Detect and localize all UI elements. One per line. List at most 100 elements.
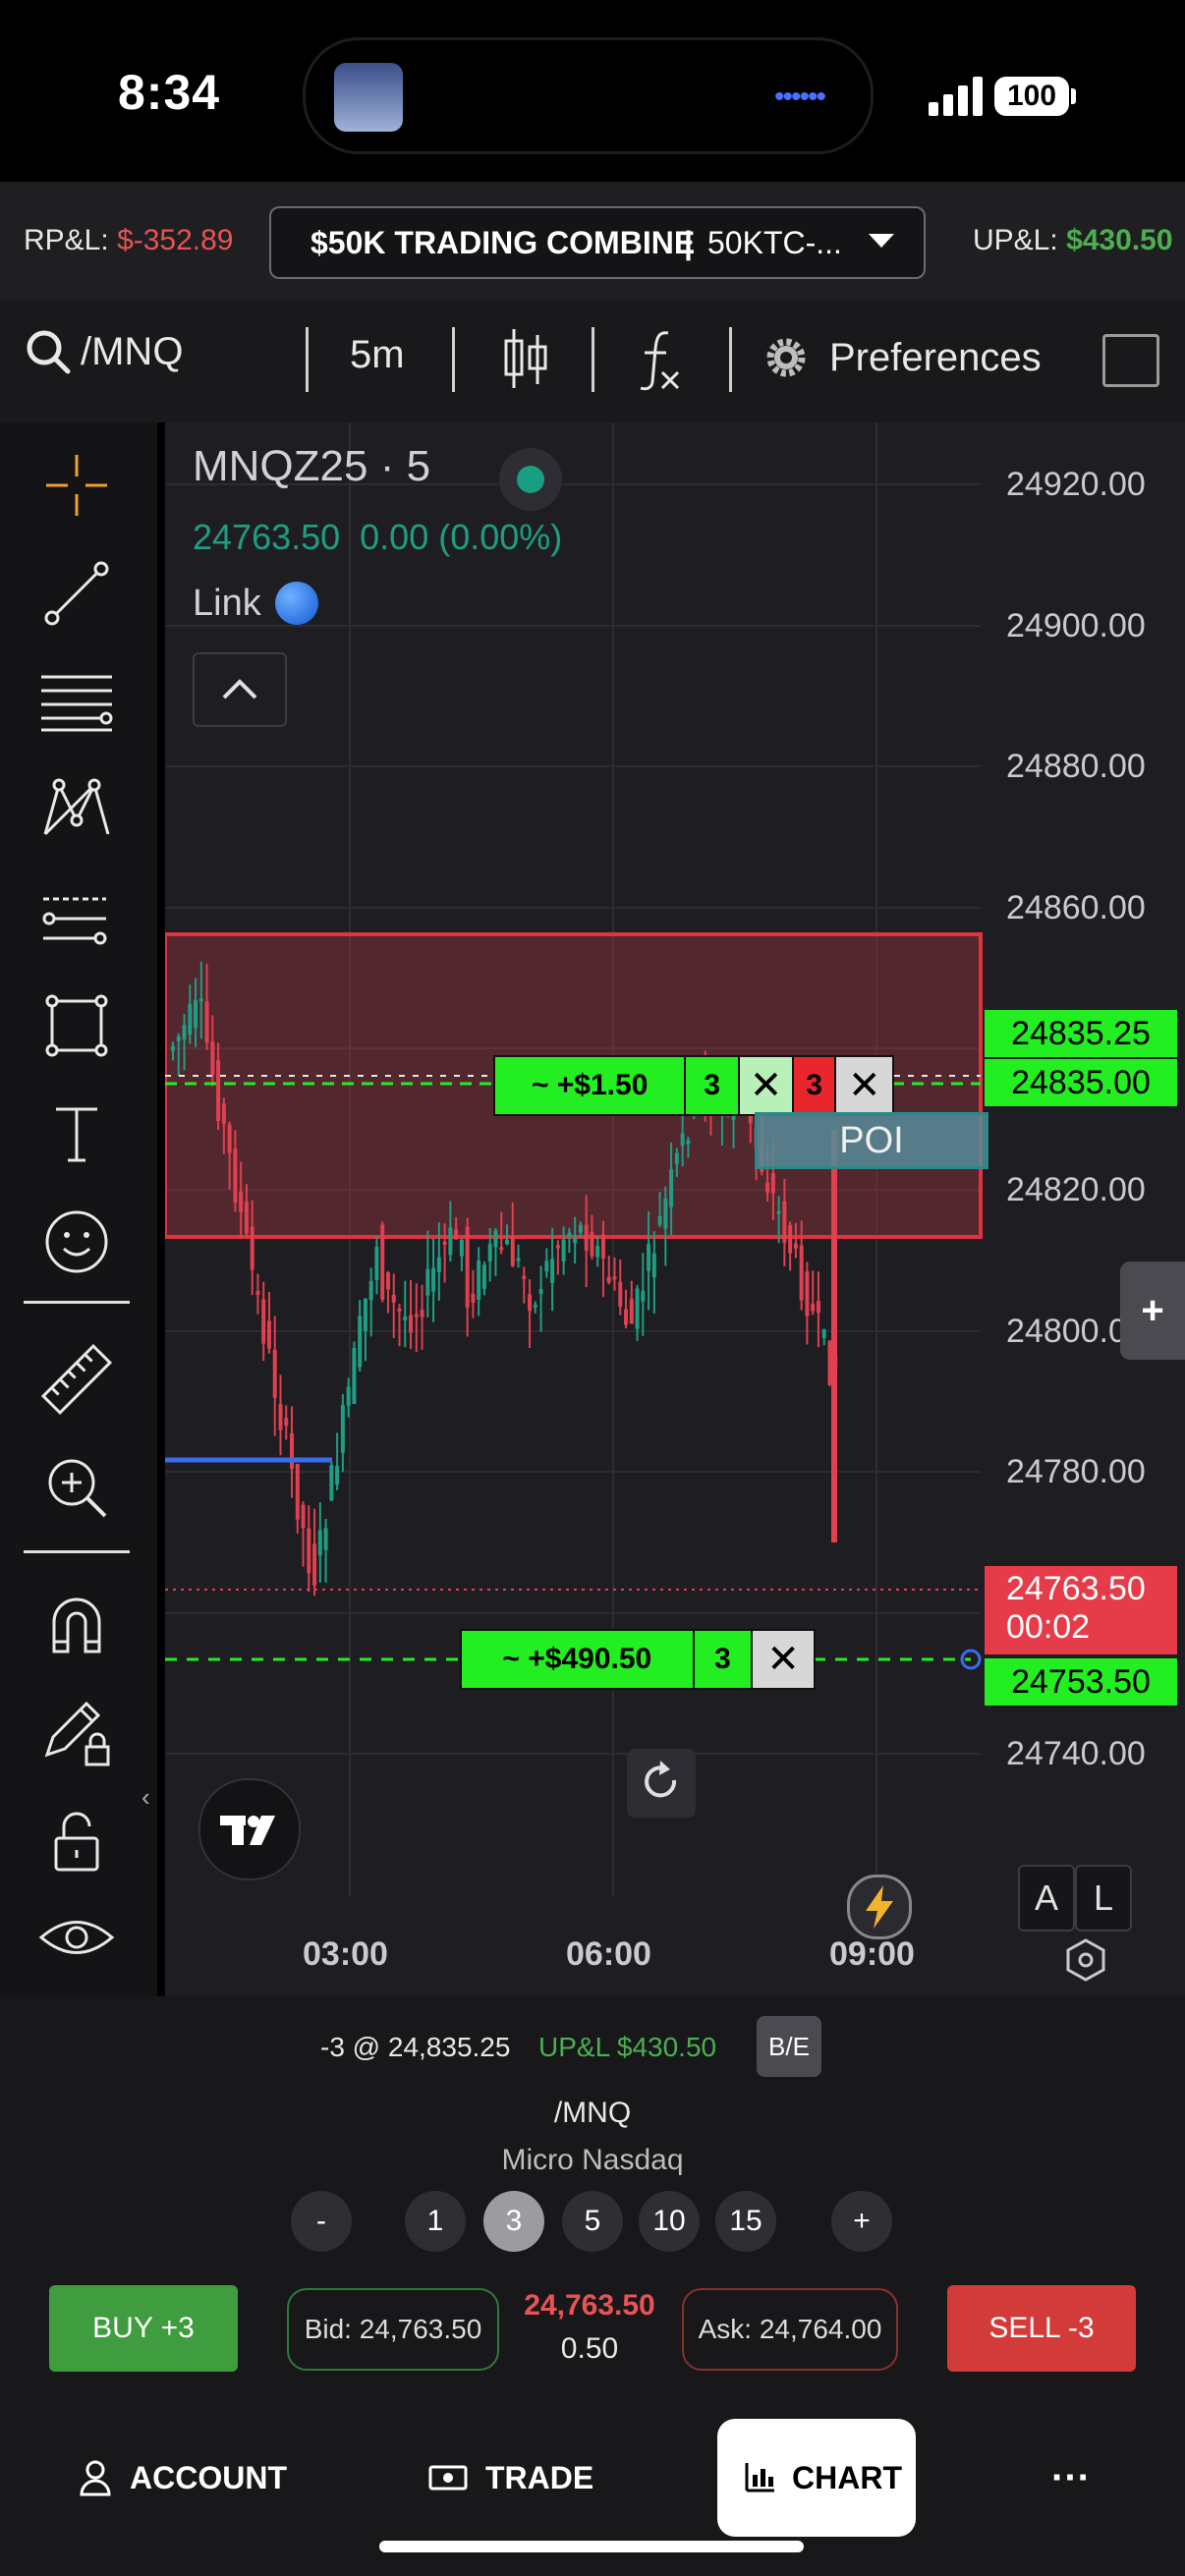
ask-button[interactable]: Ask: 24,764.00 [682,2288,898,2371]
entry-price-tag: 24835.25 [985,1010,1177,1057]
price-chart[interactable]: MNQZ25 · 5 24763.50 0.00 (0.00%) Link ~ … [165,422,1185,1996]
price-axis-label: 24740.00 [1006,1735,1146,1772]
candle-body [510,1236,515,1266]
candle-body [255,1291,260,1295]
candle-body [550,1259,555,1284]
quantity-option-selected[interactable]: 3 [483,2191,544,2252]
candle-body [352,1348,357,1405]
quantity-option[interactable]: 5 [562,2191,623,2252]
price-axis-label: 24780.00 [1006,1453,1146,1490]
search-icon [27,330,71,374]
interval-button[interactable]: 5m [350,333,405,376]
time-axis-label: 09:00 [829,1935,915,1973]
magnet-icon[interactable] [29,1578,124,1672]
lightning-icon[interactable] [847,1875,912,1939]
nav-trade[interactable]: TRADE [428,2427,593,2529]
reset-chart-button[interactable] [627,1749,696,1818]
stop-price-tag: 24835.00 [985,1059,1177,1106]
tools-divider [24,1550,130,1553]
candles-icon[interactable] [501,327,550,390]
breakeven-button[interactable]: B/E [757,2016,821,2077]
candle-body [301,1504,306,1529]
text-tool-icon[interactable] [29,1087,124,1181]
candle-body [227,1124,232,1153]
visibility-eye-icon[interactable] [29,1890,124,1985]
collapse-legend-button[interactable] [193,652,287,727]
buy-button[interactable]: BUY +3 [49,2285,238,2372]
candle-body [477,1260,481,1300]
sell-button[interactable]: SELL -3 [947,2285,1136,2372]
bar-countdown: 00:02 [1006,1608,1091,1646]
stop-order-line[interactable]: ~ +$1.50 3 ✕ 3 ✕ [493,1055,894,1116]
unlock-icon[interactable] [29,1794,124,1888]
candle-body [194,999,198,1029]
nav-trade-label: TRADE [485,2459,594,2495]
lock-drawing-icon[interactable] [29,1686,124,1780]
fib-tool-icon[interactable] [29,654,124,749]
candle-body [368,1280,373,1301]
gear-icon [766,338,806,377]
close-position-icon[interactable]: ✕ [836,1057,892,1114]
candle-body [555,1245,560,1249]
candle-body [805,1271,810,1316]
account-separator: | [684,225,693,260]
candle-body [493,1230,498,1248]
candle-body [397,1308,402,1312]
rpl-value: $-352.89 [117,224,234,256]
quantity-option[interactable]: 15 [715,2191,776,2252]
poi-label[interactable]: POI [755,1112,988,1169]
candle-body [391,1294,396,1303]
quantity-decrement-button[interactable]: - [291,2191,352,2252]
candle-body [788,1225,793,1254]
candle-body [420,1310,424,1317]
quantity-option[interactable]: 10 [639,2191,700,2252]
fullscreen-toggle[interactable] [1102,334,1159,387]
add-order-button[interactable]: + [1120,1261,1185,1360]
crosshair-tool-icon[interactable] [29,438,124,532]
ruler-tool-icon[interactable] [29,1332,124,1427]
candle-body [765,1182,770,1193]
bid-button[interactable]: Bid: 24,763.50 [287,2288,499,2371]
trend-line-tool-icon[interactable] [29,546,124,641]
candle-body [663,1198,668,1229]
link-indicator[interactable]: Link [193,582,318,625]
rectangle-tool-icon[interactable] [29,979,124,1073]
pattern-tool-icon[interactable] [29,762,124,857]
candle-body [176,1036,181,1042]
candle-body [210,1041,215,1076]
target-order-line[interactable]: ~ +$490.50 3 ✕ [460,1629,816,1690]
candle-body [233,1148,238,1204]
account-selector[interactable]: $50K TRADING COMBINE | 50KTC-... [269,206,926,279]
emoji-tool-icon[interactable] [29,1195,124,1289]
last-price-change: 24763.50 0.00 (0.00%) [193,517,563,557]
auto-scale-button[interactable]: A [1018,1865,1075,1932]
cancel-target-icon[interactable]: ✕ [753,1631,814,1688]
zoom-in-icon[interactable] [29,1440,124,1535]
nav-account[interactable]: ACCOUNT [79,2427,287,2529]
quantity-option[interactable]: 1 [405,2191,466,2252]
cash-icon [428,2465,468,2491]
bid-ask-spread: 0.50 [560,2332,619,2365]
preferences-button[interactable]: Preferences [761,332,1042,383]
quantity-increment-button[interactable]: + [831,2191,892,2252]
target-order-qty: 3 [694,1631,754,1688]
candle-body [567,1232,572,1238]
candle-body [221,1103,226,1124]
candle-body [641,1290,646,1302]
upl-label: UP&L: [973,224,1058,256]
candle-body [647,1244,651,1271]
candle-body [244,1202,249,1234]
log-scale-button[interactable]: L [1075,1865,1132,1932]
symbol-search[interactable]: /MNQ [26,329,183,374]
candle-body [374,1247,379,1280]
collapse-tools-icon[interactable]: ‹ [141,1782,150,1812]
chart-settings-hex-icon[interactable] [1063,1937,1108,1983]
candle-body [584,1224,589,1252]
cancel-stop-icon[interactable]: ✕ [740,1057,794,1114]
indicators-icon[interactable] [635,327,686,392]
nav-chart[interactable]: CHART [717,2419,916,2537]
price-axis-label: 24880.00 [1006,748,1146,785]
last-price-tag: 24763.50 00:02 [985,1566,1177,1654]
forecast-tool-icon[interactable] [29,870,124,965]
nav-more[interactable]: ··· [1051,2455,1091,2499]
